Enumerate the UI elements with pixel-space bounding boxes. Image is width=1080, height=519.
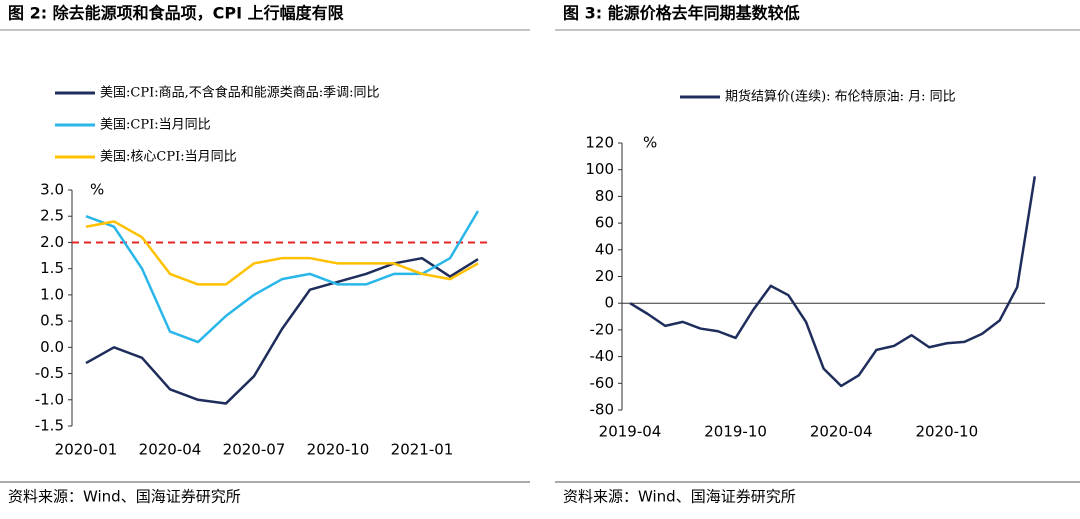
legend-label: 美国:核心CPI:当月同比 <box>100 150 237 165</box>
y-tick-label: -20 <box>590 320 615 338</box>
y-tick-label: -1.5 <box>35 417 64 435</box>
y-tick-label: 2.5 <box>40 207 64 225</box>
y-tick-label: 60 <box>595 214 614 232</box>
y-tick-label: -0.5 <box>35 364 64 382</box>
source: 资料来源：Wind、国海证券研究所 <box>563 488 796 506</box>
y-tick-label: -1.0 <box>35 390 64 408</box>
y-unit: % <box>643 134 657 152</box>
legend-label: 期货结算价(连续): 布伦特原油: 月: 同比 <box>725 89 956 105</box>
y-tick-label: 1.5 <box>40 259 64 277</box>
x-tick-label: 2020-04 <box>810 423 873 441</box>
x-tick-label: 2019-04 <box>599 423 662 441</box>
x-tick-label: 2020-01 <box>55 441 118 459</box>
x-tick-label: 2020-10 <box>307 441 370 459</box>
y-tick-label: 0.0 <box>40 338 64 356</box>
x-tick-label: 2021-01 <box>391 441 454 459</box>
y-tick-label: 40 <box>595 240 614 258</box>
series-line <box>85 210 480 344</box>
y-tick-label: -80 <box>590 401 615 419</box>
legend-label: 美国:CPI:当月同比 <box>100 118 211 133</box>
x-tick-label: 2020-10 <box>915 423 978 441</box>
series-line <box>85 256 479 405</box>
series-line <box>85 220 479 286</box>
y-tick-label: 2.0 <box>40 233 64 251</box>
chart-title: 图 3: 能源价格去年同期基数较低 <box>563 4 800 23</box>
y-tick-label: 120 <box>585 134 614 152</box>
y-unit: % <box>90 181 104 199</box>
y-tick-label: 3.0 <box>40 181 64 199</box>
y-tick-label: 100 <box>585 160 614 178</box>
x-tick-label: 2020-07 <box>223 441 286 459</box>
y-tick-label: 0.5 <box>40 312 64 330</box>
chart-title: 图 2: 除去能源项和食品项，CPI 上行幅度有限 <box>8 4 345 23</box>
y-tick-label: 80 <box>595 187 614 205</box>
x-tick-label: 2019-10 <box>704 423 767 441</box>
source: 资料来源：Wind、国海证券研究所 <box>8 488 241 506</box>
y-tick-label: 0 <box>604 294 614 312</box>
y-tick-label: -40 <box>590 347 615 365</box>
legend-label: 美国:CPI:商品,不含食品和能源类商品:季调:同比 <box>100 85 379 101</box>
y-tick-label: 20 <box>595 267 614 285</box>
y-tick-label: -60 <box>590 374 615 392</box>
series-line <box>629 176 1037 388</box>
y-tick-label: 1.0 <box>40 285 64 303</box>
x-tick-label: 2020-04 <box>139 441 202 459</box>
